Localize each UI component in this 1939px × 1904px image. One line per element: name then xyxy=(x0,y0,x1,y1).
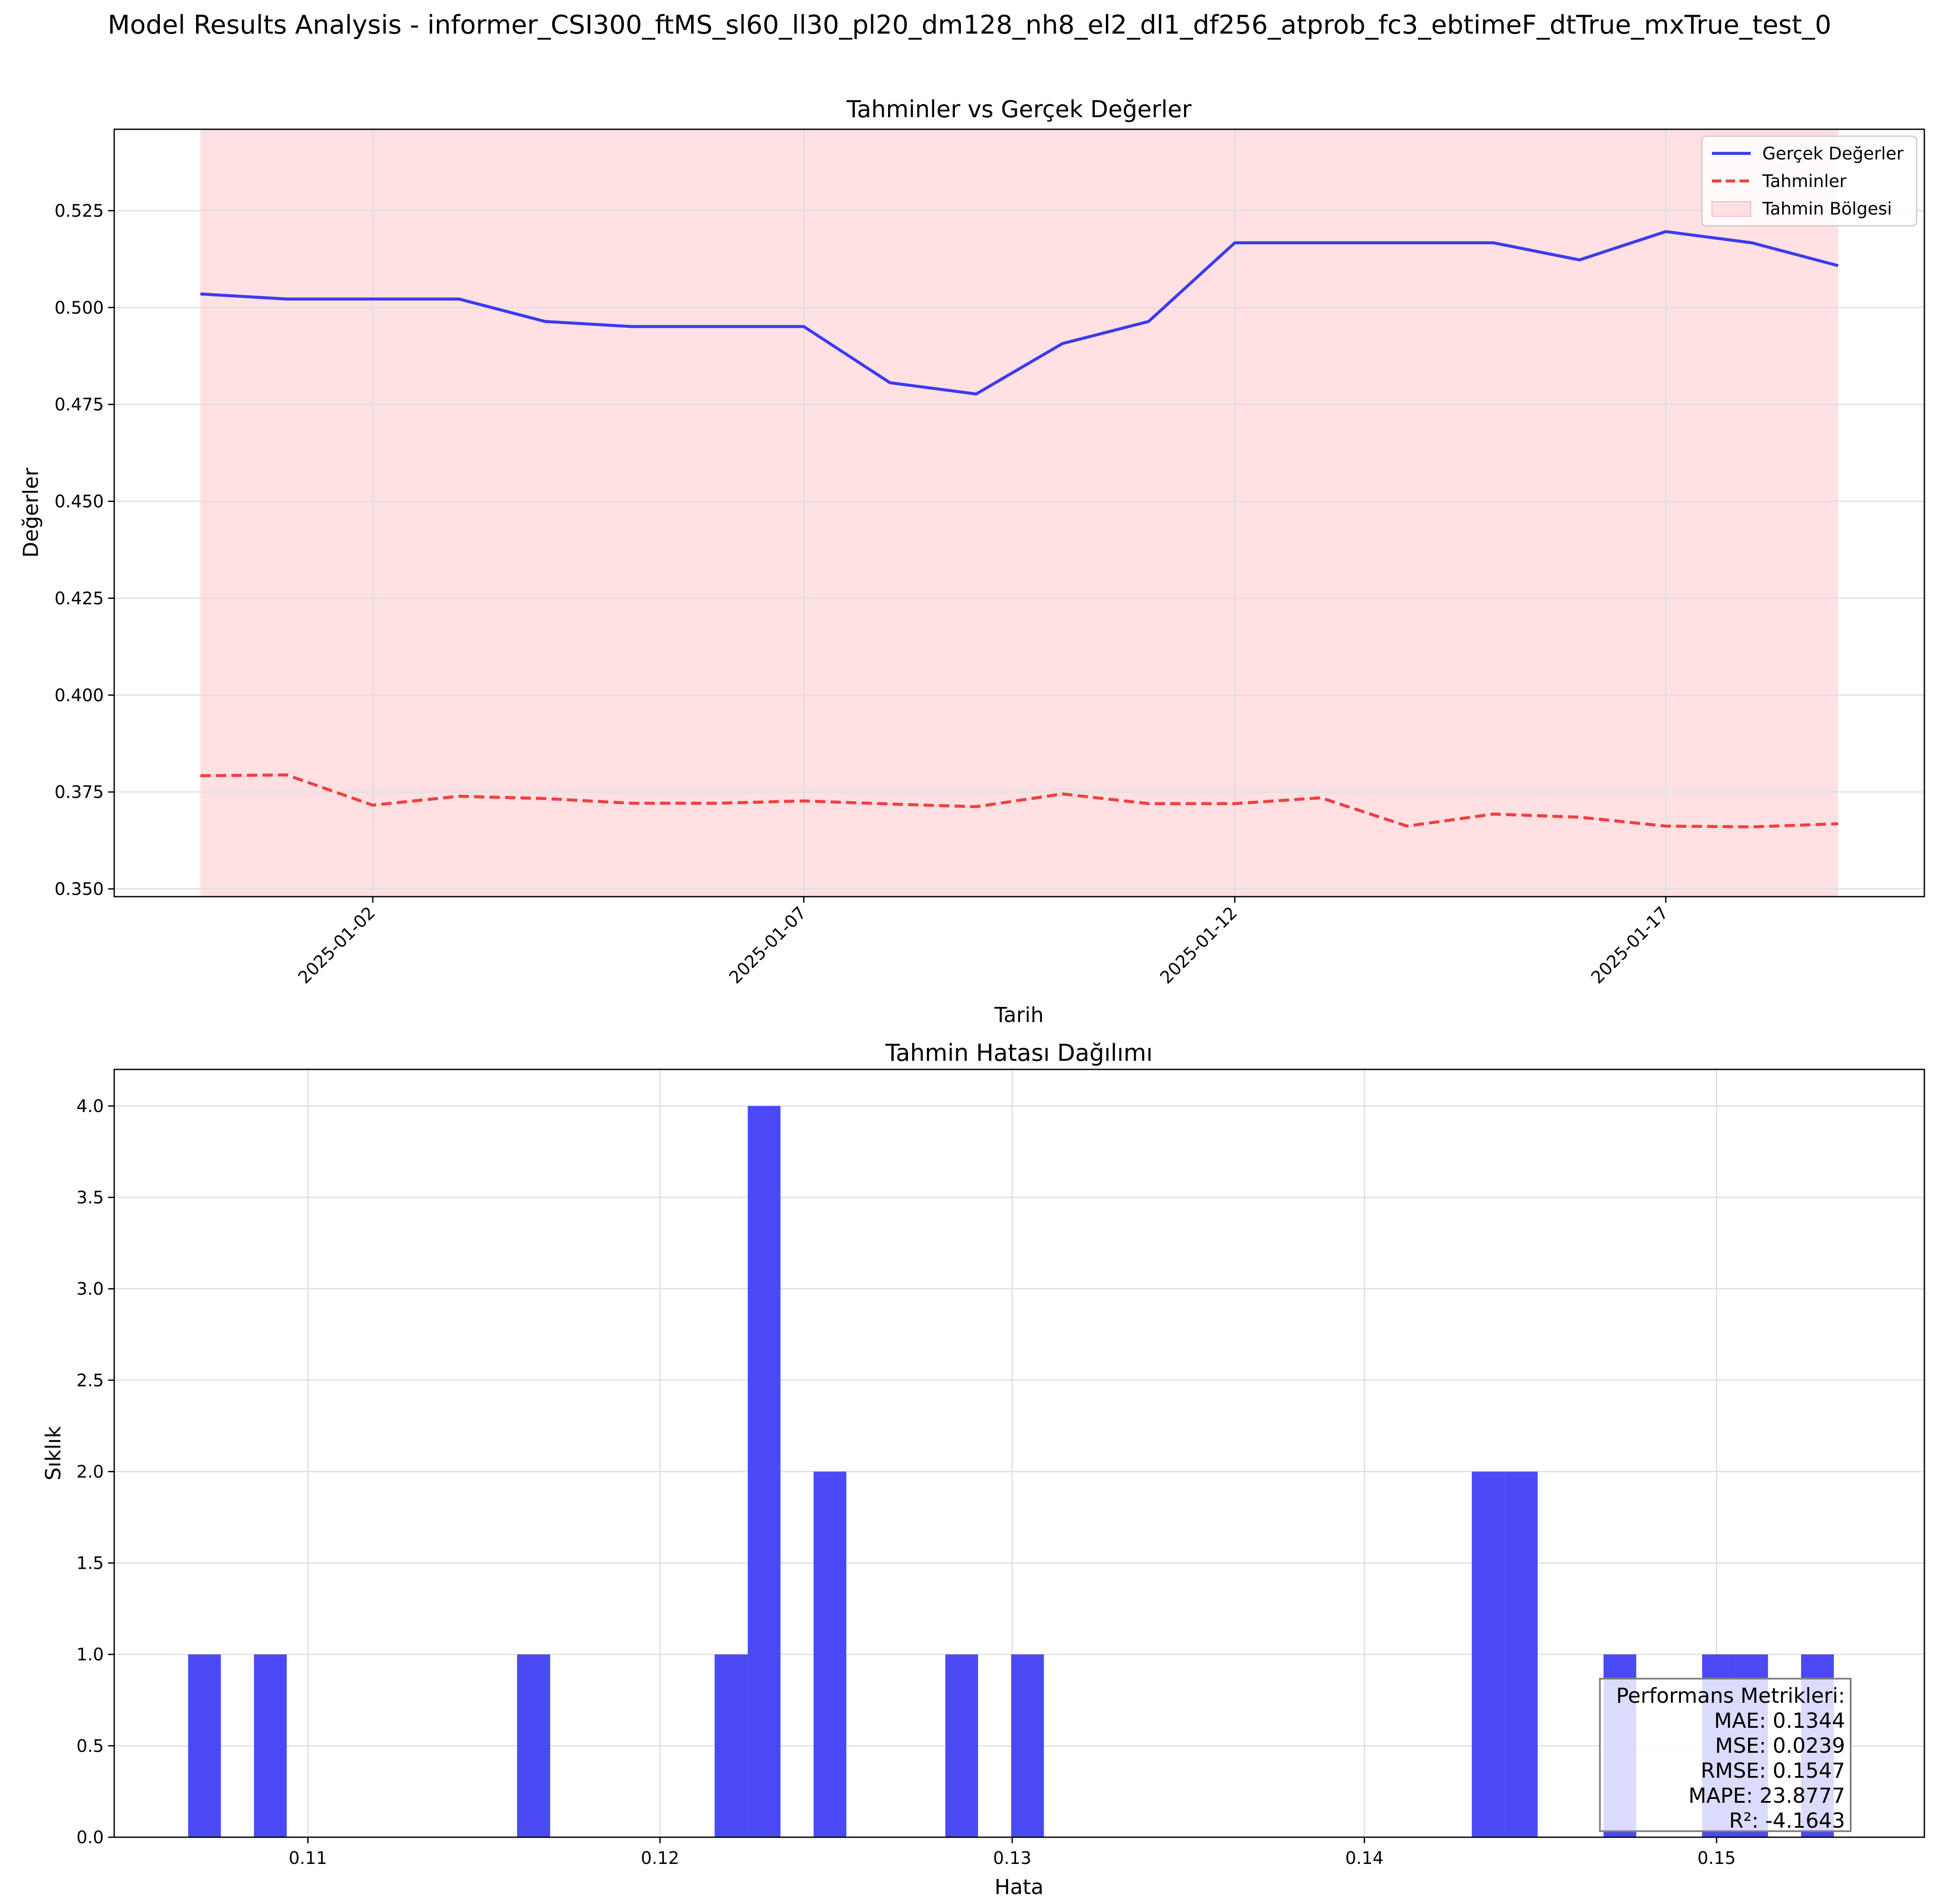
histogram-title: Tahmin Hatası Dağılımı xyxy=(885,1039,1153,1066)
y-tick-label: 0.400 xyxy=(54,686,104,705)
metric-mse: MSE: 0.0239 xyxy=(1715,1734,1845,1758)
line-chart-x-ticks: 2025-01-02 2025-01-07 2025-01-12 2025-01-17 xyxy=(294,897,1672,988)
line-chart-title: Tahminler vs Gerçek Değerler xyxy=(846,96,1192,123)
prediction-region xyxy=(200,129,1838,897)
y-tick-label: 4.0 xyxy=(76,1097,104,1116)
line-chart-ylabel: Değerler xyxy=(19,467,43,558)
histogram-bar xyxy=(517,1654,550,1837)
prediction-region-group xyxy=(200,129,1838,897)
legend-label-actual: Gerçek Değerler xyxy=(1762,144,1904,164)
x-tick-label: 0.11 xyxy=(289,1848,327,1868)
metric-rmse: RMSE: 0.1547 xyxy=(1701,1759,1845,1783)
histogram-bar xyxy=(1504,1471,1538,1837)
x-tick-label: 2025-01-07 xyxy=(726,903,811,988)
histogram-frame xyxy=(113,1069,1925,1838)
legend-label-region: Tahmin Bölgesi xyxy=(1762,199,1892,219)
histogram-xlabel: Hata xyxy=(994,1875,1044,1899)
x-tick-label: 0.15 xyxy=(1697,1848,1736,1868)
y-tick-label: 0.425 xyxy=(54,589,104,608)
y-tick-label: 0.475 xyxy=(54,395,104,415)
line-chart-panel: Tahminler vs Gerçek Değerler 0.3500.3750… xyxy=(19,96,1925,1027)
histogram-bar xyxy=(254,1654,287,1837)
metrics-title: Performans Metrikleri: xyxy=(1616,1684,1845,1708)
y-tick-label: 1.0 xyxy=(76,1645,104,1665)
series-line-predicted xyxy=(200,773,1839,829)
histogram-bar xyxy=(714,1654,748,1837)
x-tick-label: 0.13 xyxy=(993,1848,1032,1868)
metric-mae: MAE: 0.1344 xyxy=(1714,1709,1845,1733)
legend-frame xyxy=(1701,135,1917,227)
y-tick-label: 0.525 xyxy=(54,201,104,221)
histogram-bar xyxy=(188,1654,221,1837)
histogram-bar xyxy=(748,1106,781,1837)
histogram-ylabel: Sıklık xyxy=(41,1426,65,1480)
line-chart-xlabel: Tarih xyxy=(994,1003,1044,1027)
metric-r2: R²: -4.1643 xyxy=(1729,1809,1845,1833)
x-tick-label: 2025-01-17 xyxy=(1587,903,1672,988)
histogram-bar xyxy=(1471,1471,1505,1837)
metrics-box: Performans Metrikleri: MAE: 0.1344 MSE: … xyxy=(1599,1678,1852,1833)
y-tick-label: 2.5 xyxy=(76,1371,104,1390)
y-tick-label: 3.5 xyxy=(76,1188,104,1208)
line-chart-series-group xyxy=(200,230,1839,829)
histogram-bar xyxy=(814,1471,847,1837)
histogram-x-ticks: 0.11 0.12 0.13 0.14 0.15 xyxy=(289,1837,1736,1868)
histogram-y-ticks: 0.0 0.5 1.0 1.5 2.0 2.5 3.0 3.5 4.0 xyxy=(76,1097,114,1848)
line-chart-y-ticks: 0.350 0.375 0.400 0.425 0.450 0.475 0.500 0.525 xyxy=(54,201,114,899)
line-chart-legend: Gerçek Değerler Tahminler Tahmin Bölgesi xyxy=(1701,135,1917,227)
x-tick-label: 0.12 xyxy=(641,1848,679,1868)
histogram-panel: Tahmin Hatası Dağılımı 0.0 0.5 1.0 1.5 2.0 2.… xyxy=(41,1039,1925,1899)
y-tick-label: 0.375 xyxy=(54,782,104,802)
y-tick-label: 1.5 xyxy=(76,1554,104,1574)
y-tick-label: 0.350 xyxy=(54,879,104,899)
x-tick-label: 2025-01-02 xyxy=(294,903,379,988)
y-tick-label: 3.0 xyxy=(76,1279,104,1299)
histogram-bar xyxy=(1011,1654,1044,1837)
legend-swatch-region xyxy=(1711,201,1751,217)
y-tick-label: 0.5 xyxy=(76,1736,104,1756)
figure-title: Model Results Analysis - informer_CSI300… xyxy=(108,10,1831,40)
metric-mape: MAPE: 23.8777 xyxy=(1689,1784,1845,1808)
line-chart-frame xyxy=(113,128,1925,897)
x-tick-label: 0.14 xyxy=(1345,1848,1384,1868)
y-tick-label: 0.450 xyxy=(54,492,104,512)
y-tick-label: 0.500 xyxy=(54,298,104,318)
histogram-bar xyxy=(945,1654,978,1837)
y-tick-label: 2.0 xyxy=(76,1462,104,1482)
x-tick-label: 2025-01-12 xyxy=(1157,903,1241,988)
y-tick-label: 0.0 xyxy=(76,1828,104,1848)
legend-label-predicted: Tahminler xyxy=(1762,171,1847,191)
metrics-box-frame xyxy=(1599,1678,1852,1832)
line-chart-grid xyxy=(114,129,1924,897)
series-line-actual xyxy=(200,230,1839,396)
